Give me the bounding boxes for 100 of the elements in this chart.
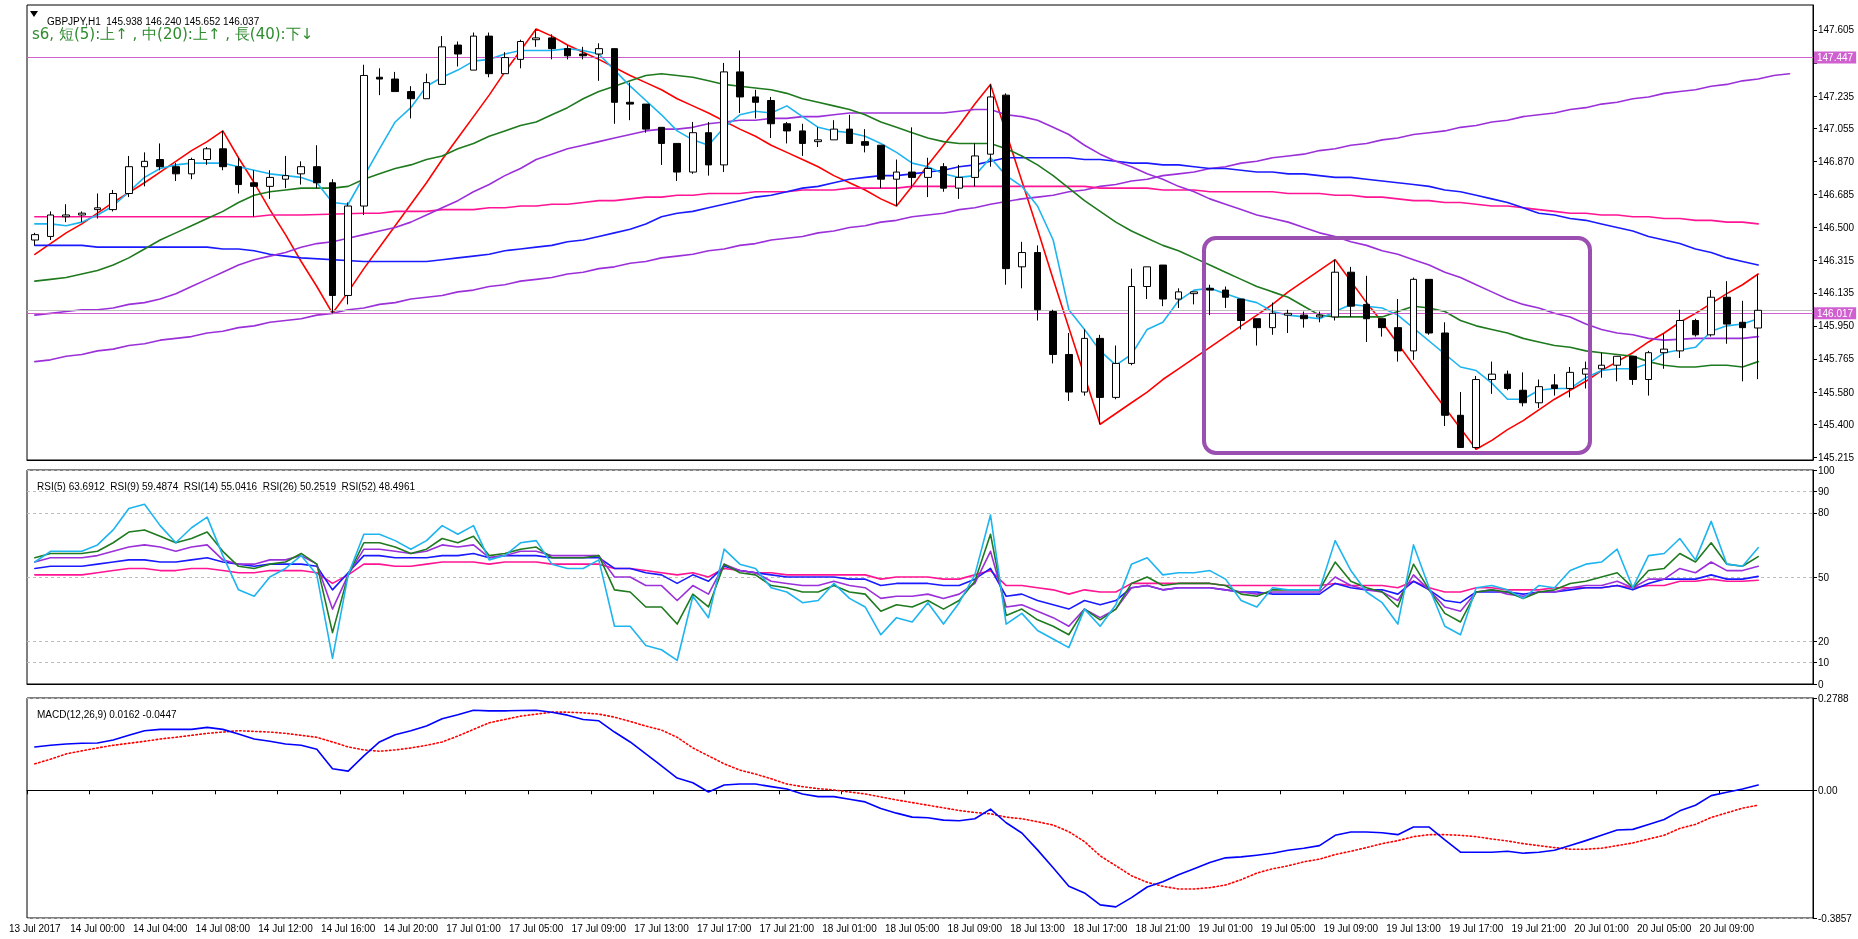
candlestick [611,48,618,125]
line-series [34,503,1759,662]
y-tick-label: 145.950 [1818,320,1855,332]
candlestick [470,32,477,71]
candlestick [1002,92,1010,286]
candlestick [752,89,759,119]
x-tick-label: 18 Jul 09:00 [947,922,1003,934]
y-tick-label: 90 [1818,485,1830,497]
x-tick-label: 20 Jul 05:00 [1636,922,1692,934]
candlestick [1441,321,1449,427]
candlestick [799,123,806,157]
candlestick [626,82,634,121]
candlestick [1457,391,1464,448]
y-tick-label: 146.135 [1818,287,1855,299]
candlestick [1472,375,1480,450]
x-tick-label: 19 Jul 17:00 [1448,922,1504,934]
candlestick [1425,278,1433,336]
y-tick-label: -0.3857 [1818,912,1853,924]
y-tick-label: 0.2788 [1818,692,1850,704]
candlestick [31,232,39,246]
candlestick [172,162,180,182]
text: MACD(12,26,9) 0.0162 -0.0447 [37,708,177,720]
y-tick-label: 10 [1818,657,1830,669]
candlestick [1159,264,1167,307]
candlestick [767,96,775,139]
candlestick [1692,318,1699,338]
y-tick-label: 147.605 [1818,24,1855,36]
candlestick [532,28,540,48]
candlestick [987,83,994,168]
candlestick [125,155,133,198]
candlestick [391,71,399,93]
candlestick [1206,284,1214,316]
candlestick [1660,332,1668,370]
candlestick [595,42,603,82]
line-series [34,28,1759,451]
candlestick [407,85,415,119]
candlestick [1754,273,1762,380]
x-tick-label: 19 Jul 13:00 [1386,922,1442,934]
line-series [34,561,1759,595]
candlestick [423,73,430,100]
candlestick [1269,302,1276,336]
candlestick [1300,311,1308,329]
y-tick-label: 146.870 [1818,155,1855,167]
candlestick [454,40,462,68]
candlestick [924,157,932,198]
x-tick-label: 18 Jul 21:00 [1135,922,1191,934]
x-tick-label: 17 Jul 21:00 [759,922,815,934]
candlestick [360,64,368,216]
candlestick [1018,241,1026,289]
candlestick [1645,350,1652,397]
y-tick-label: 145.400 [1818,418,1855,430]
candlestick [736,49,744,114]
y-tick-label: 145.215 [1818,451,1855,463]
candlestick [1190,291,1198,305]
candlestick [438,35,446,85]
x-tick-label: 18 Jul 01:00 [822,922,878,934]
candlestick [642,103,650,134]
candlestick [235,157,242,195]
ref-line-label: 147.447 [1817,52,1854,64]
y-tick-label: 0 [1818,678,1824,690]
candlestick [1096,334,1104,425]
candlestick [1410,277,1417,361]
candlestick [109,189,117,212]
candlestick [376,67,383,96]
candlestick [1363,275,1370,343]
candlestick [517,39,524,69]
y-tick-label: 145.765 [1818,353,1855,365]
candlestick [501,51,509,75]
x-tick-label: 19 Jul 05:00 [1260,922,1316,934]
x-tick-label: 14 Jul 00:00 [70,922,126,934]
x-tick-label: 14 Jul 08:00 [195,922,251,934]
candlestick [1707,289,1715,338]
candlestick [1613,355,1621,382]
candlestick [1081,328,1088,397]
x-tick-label: 20 Jul 01:00 [1574,922,1630,934]
candlestick [1175,287,1182,309]
x-tick-label: 17 Jul 05:00 [508,922,564,934]
x-tick-label: 14 Jul 20:00 [383,922,439,934]
candlestick [1566,366,1574,398]
candlestick [564,44,571,60]
candlestick [1739,300,1746,382]
candlestick [1128,268,1135,366]
line-series [34,156,1759,266]
candlestick [720,62,728,173]
candlestick [940,162,947,193]
x-tick-label: 13 Jul 2017 [8,922,62,934]
candlestick [329,178,336,314]
candlestick [908,126,916,189]
x-tick-label: 17 Jul 09:00 [571,922,627,934]
x-tick-label: 19 Jul 01:00 [1198,922,1254,934]
candlestick [846,114,853,144]
x-tick-label: 17 Jul 13:00 [634,922,690,934]
x-tick-label: 14 Jul 12:00 [258,922,314,934]
candlestick [689,121,697,175]
candlestick [548,33,556,60]
candlestick [1723,280,1731,345]
candlestick [579,46,587,60]
candlestick [1347,266,1355,318]
x-tick-label: 18 Jul 13:00 [1010,922,1066,934]
candlestick [1049,309,1057,364]
